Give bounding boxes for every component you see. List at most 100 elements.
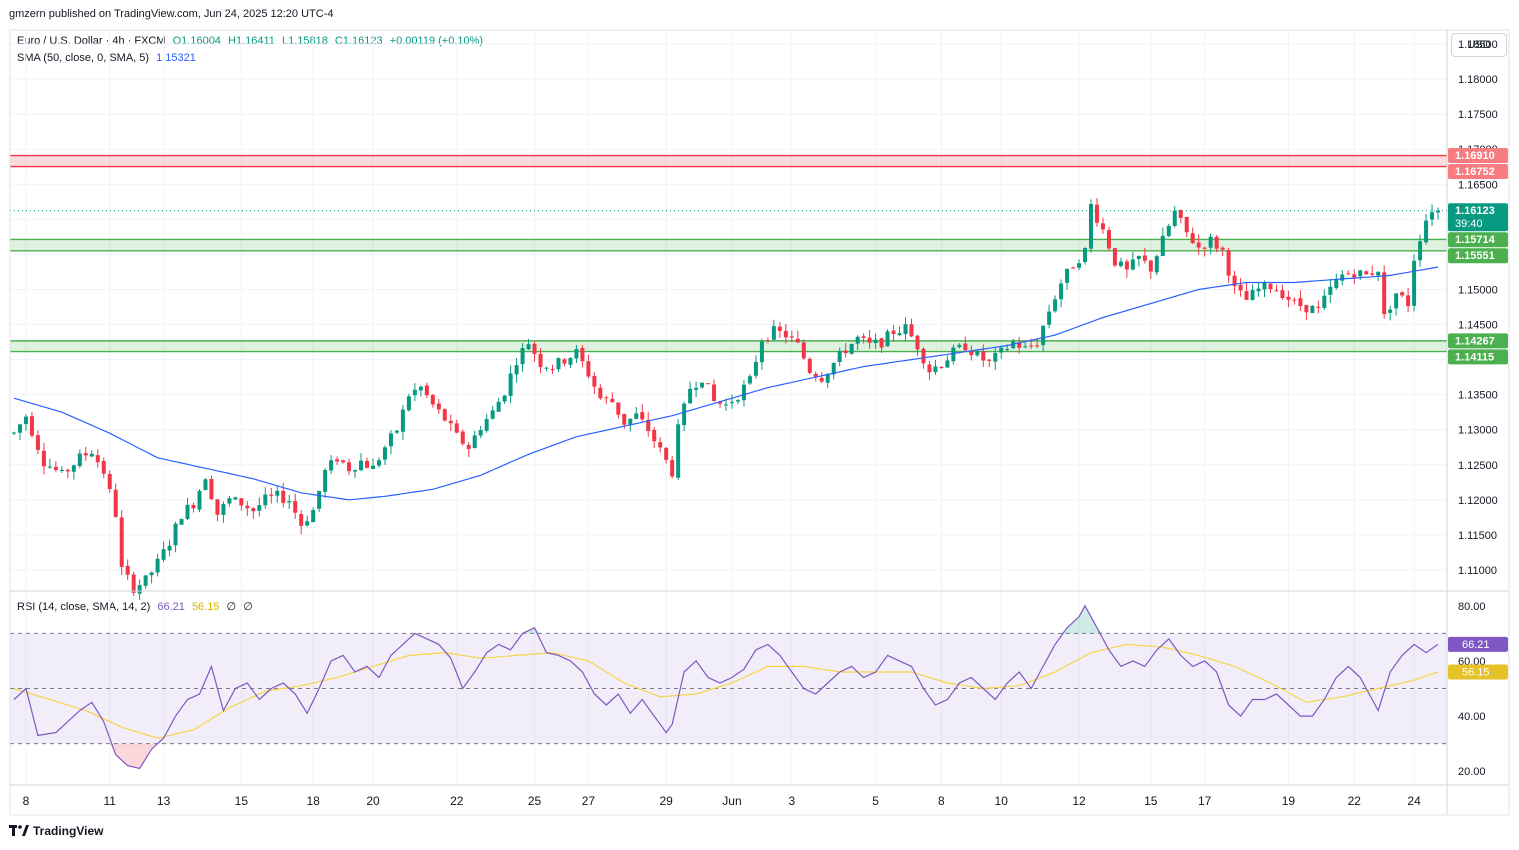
rsi-badge-text: 56.15 bbox=[1462, 666, 1490, 678]
candle-up bbox=[975, 351, 980, 356]
tradingview-logo[interactable]: TradingView bbox=[9, 824, 103, 838]
rsi-label[interactable]: RSI (14, close, SMA, 14, 2) bbox=[17, 601, 151, 613]
candle-up bbox=[263, 494, 268, 506]
candle-up bbox=[1262, 282, 1267, 290]
candle-up bbox=[17, 424, 22, 433]
candle-up bbox=[496, 401, 501, 412]
candle-up bbox=[400, 409, 405, 432]
candle-up bbox=[89, 453, 94, 457]
price-tick-label: 1.14500 bbox=[1458, 320, 1498, 332]
candle-down bbox=[1017, 342, 1022, 348]
candle-up bbox=[849, 344, 854, 354]
price-label-text: 1.15714 bbox=[1455, 234, 1496, 246]
candle-down bbox=[586, 361, 591, 377]
candle-down bbox=[795, 338, 800, 343]
candle-down bbox=[1280, 290, 1285, 299]
candle-up bbox=[376, 460, 381, 466]
time-tick-label: Jun bbox=[722, 794, 741, 808]
price-tick-label: 1.12000 bbox=[1458, 495, 1498, 507]
candle-up bbox=[694, 387, 699, 390]
candle-down bbox=[1232, 275, 1237, 286]
candle-up bbox=[77, 453, 82, 467]
price-tick-label: 1.13000 bbox=[1458, 425, 1498, 437]
candle-up bbox=[185, 504, 190, 519]
candle-up bbox=[759, 341, 764, 363]
candle-down bbox=[1292, 299, 1297, 301]
candle-up bbox=[724, 404, 729, 406]
candle-down bbox=[1214, 236, 1219, 249]
candle-up bbox=[275, 490, 280, 496]
candle-up bbox=[394, 430, 399, 433]
candle-down bbox=[1316, 306, 1321, 308]
candle-up bbox=[1047, 311, 1052, 325]
candle-down bbox=[101, 460, 106, 474]
price-label-text: 1.14115 bbox=[1455, 351, 1494, 363]
candle-up bbox=[993, 353, 998, 362]
price-label-bg bbox=[1448, 232, 1508, 248]
candle-down bbox=[867, 337, 872, 343]
candle-down bbox=[424, 385, 429, 396]
candle-up bbox=[747, 376, 752, 384]
price-label-bg bbox=[1448, 203, 1508, 232]
candle-up bbox=[1376, 271, 1381, 276]
time-tick-label: 15 bbox=[1144, 794, 1158, 808]
zones-layer bbox=[10, 154, 1447, 353]
rsi-overbought-fill bbox=[14, 605, 1438, 634]
candle-down bbox=[341, 460, 346, 463]
candle-down bbox=[215, 499, 220, 515]
candle-up bbox=[1322, 295, 1327, 308]
price-label-badge: 1.16910 bbox=[1448, 148, 1508, 164]
sma-label[interactable]: SMA (50, close, 0, SMA, 5) bbox=[17, 52, 150, 64]
time-tick-label: 18 bbox=[306, 794, 320, 808]
candle-down bbox=[646, 419, 651, 431]
time-tick-label: 17 bbox=[1198, 794, 1212, 808]
candle-down bbox=[1406, 295, 1411, 307]
candle-up bbox=[1358, 270, 1363, 277]
price-label-badge: 1.14115 bbox=[1448, 349, 1508, 365]
rsi-badge-bg bbox=[1448, 664, 1508, 680]
price-tick-label: 1.11500 bbox=[1458, 530, 1497, 542]
candle-down bbox=[580, 347, 585, 362]
time-tick-label: 11 bbox=[103, 794, 116, 808]
candle-down bbox=[335, 459, 340, 462]
candle-up bbox=[418, 386, 423, 391]
candle-down bbox=[430, 395, 435, 405]
candle-up bbox=[370, 465, 375, 469]
price-tick-label: 1.17500 bbox=[1458, 109, 1498, 121]
candle-up bbox=[490, 410, 495, 419]
candle-up bbox=[634, 413, 639, 419]
candle-up bbox=[1328, 286, 1333, 295]
time-tick-label: 10 bbox=[995, 794, 1009, 808]
rsi-extra-1: ∅ bbox=[226, 601, 237, 613]
candle-down bbox=[909, 324, 914, 337]
candle-up bbox=[359, 460, 364, 471]
candle-down bbox=[861, 336, 866, 338]
candle-down bbox=[610, 398, 615, 403]
candle-down bbox=[664, 447, 669, 460]
candle-up bbox=[951, 347, 956, 362]
tradingview-logo-icon bbox=[9, 825, 29, 836]
candle-up bbox=[556, 358, 561, 370]
candle-up bbox=[1430, 212, 1435, 220]
price-label-bg bbox=[1448, 349, 1508, 365]
candle-down bbox=[843, 350, 848, 354]
candle-down bbox=[1178, 210, 1183, 218]
price-label-bg bbox=[1448, 248, 1508, 264]
candle-up bbox=[1424, 220, 1429, 243]
candle-down bbox=[538, 353, 543, 368]
candle-down bbox=[777, 326, 782, 332]
candle-up bbox=[933, 366, 938, 373]
currency-button[interactable]: USD bbox=[1451, 33, 1507, 57]
candle-up bbox=[526, 344, 531, 350]
candle-down bbox=[1298, 298, 1303, 307]
candle-up bbox=[544, 367, 549, 369]
candle-up bbox=[1065, 268, 1070, 283]
candle-up bbox=[59, 469, 64, 471]
candle-down bbox=[879, 338, 884, 348]
candle-up bbox=[957, 344, 962, 348]
time-tick-label: 27 bbox=[582, 794, 596, 808]
candle-down bbox=[251, 508, 256, 512]
candle-up bbox=[167, 545, 172, 551]
candle-down bbox=[915, 335, 920, 350]
